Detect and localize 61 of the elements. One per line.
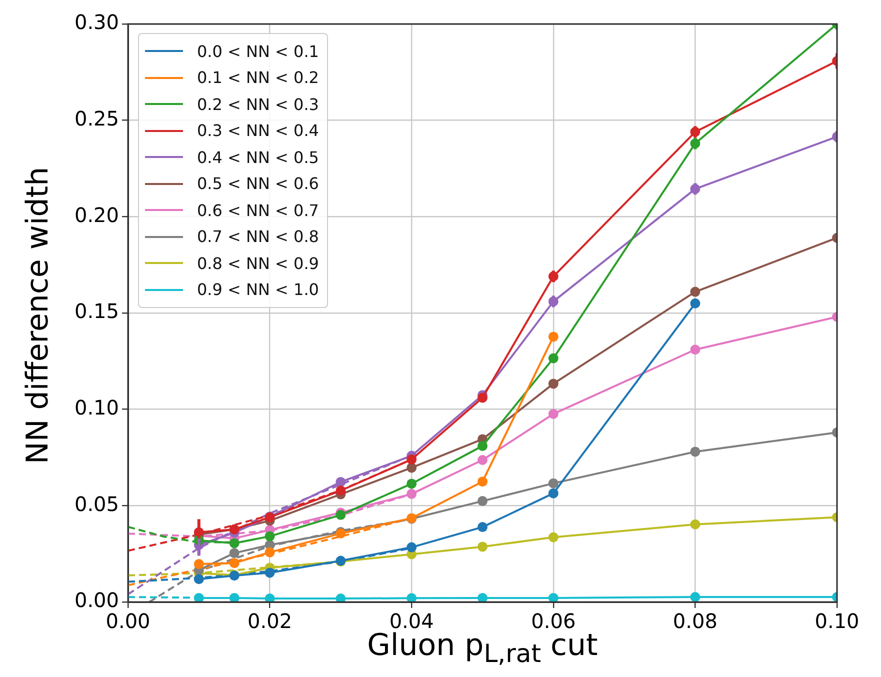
point xyxy=(690,519,700,530)
point xyxy=(336,486,346,496)
y-tick-label: 0.05 xyxy=(74,492,119,516)
legend-label: 0.3 < NN < 0.4 xyxy=(197,121,319,140)
point xyxy=(478,592,488,602)
point xyxy=(406,542,417,552)
point xyxy=(478,440,488,451)
point xyxy=(478,522,488,532)
point xyxy=(548,408,558,419)
point xyxy=(264,531,275,542)
y-tick-label: 0.10 xyxy=(74,396,119,420)
legend-label: 0.8 < NN < 0.9 xyxy=(197,254,319,273)
y-tick-label: 0.30 xyxy=(74,10,119,34)
point xyxy=(194,574,204,584)
legend-label: 0.2 < NN < 0.3 xyxy=(197,94,319,114)
point xyxy=(478,496,488,506)
point xyxy=(229,548,240,558)
point xyxy=(406,454,417,464)
y-axis-title: NN difference width xyxy=(20,166,56,466)
point xyxy=(548,478,558,488)
point xyxy=(478,476,488,487)
point xyxy=(194,592,204,602)
point xyxy=(548,592,558,602)
point xyxy=(478,542,488,552)
point xyxy=(548,332,558,342)
legend-label: 0.1 < NN < 0.2 xyxy=(197,68,319,88)
point xyxy=(690,344,700,355)
point xyxy=(690,286,700,297)
point xyxy=(264,568,275,578)
point xyxy=(229,538,240,548)
point xyxy=(264,594,275,602)
point xyxy=(478,455,488,466)
point xyxy=(229,592,240,602)
legend-label: 0.4 < NN < 0.5 xyxy=(197,148,319,167)
point xyxy=(406,478,417,489)
x-tick-label: 0.10 xyxy=(814,609,860,634)
y-tick-label: 0.25 xyxy=(74,106,119,131)
point xyxy=(690,446,700,457)
legend-label: 0.6 < NN < 0.7 xyxy=(197,200,319,220)
point xyxy=(690,298,700,308)
point xyxy=(336,476,346,487)
x-tick-label: 0.08 xyxy=(672,609,718,634)
point xyxy=(548,378,558,389)
point xyxy=(406,462,417,473)
point xyxy=(194,559,204,570)
y-tick-label: 0.15 xyxy=(74,299,119,324)
point xyxy=(336,594,346,602)
point xyxy=(264,547,275,558)
legend-label: 0.7 < NN < 0.8 xyxy=(197,227,319,246)
point xyxy=(690,592,700,602)
legend-label: 0.0 < NN < 0.1 xyxy=(197,42,319,61)
point xyxy=(406,488,417,499)
point xyxy=(478,392,488,403)
legend-label: 0.9 < NN < 1.0 xyxy=(197,280,319,300)
point xyxy=(229,558,240,568)
x-tick-label: 0.02 xyxy=(248,609,292,634)
point xyxy=(406,593,417,602)
point xyxy=(548,488,558,498)
point xyxy=(548,532,558,542)
y-tick-label: 0.20 xyxy=(74,202,119,227)
legend-label: 0.5 < NN < 0.6 xyxy=(197,174,319,194)
